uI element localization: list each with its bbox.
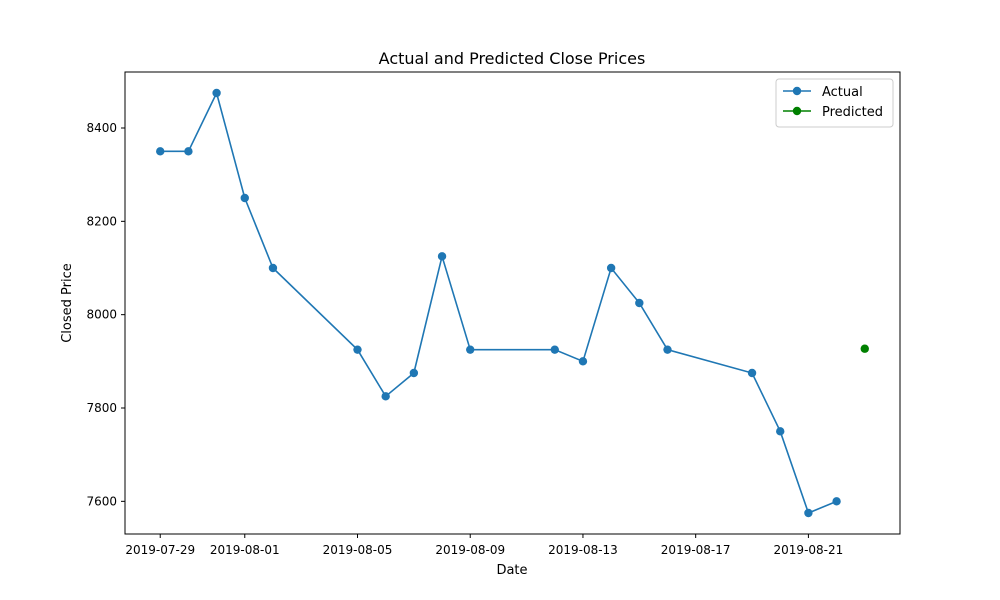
y-tick-label: 7800 — [86, 401, 117, 415]
data-point-actual — [466, 345, 475, 354]
data-point-actual — [184, 147, 193, 156]
data-point-actual — [268, 263, 278, 273]
series-predicted — [860, 344, 869, 353]
y-tick-label: 8200 — [86, 214, 117, 228]
data-point-actual — [353, 345, 362, 354]
data-point-actual — [550, 345, 559, 354]
y-tick-label: 8400 — [86, 121, 117, 135]
chart-title: Actual and Predicted Close Prices — [379, 49, 646, 68]
data-point-actual — [240, 193, 249, 203]
data-point-actual — [381, 392, 390, 401]
data-point-actual — [606, 263, 616, 273]
series-line-actual — [160, 90, 837, 515]
y-tick-label: 8000 — [86, 308, 117, 322]
data-point-actual — [663, 345, 672, 354]
data-point-predicted — [860, 344, 869, 353]
x-tick-label: 2019-08-01 — [210, 543, 280, 557]
data-point-actual — [747, 368, 757, 378]
y-tick-label: 7600 — [86, 494, 117, 508]
legend: Actual Predicted — [775, 78, 894, 128]
x-tick-label: 2019-08-17 — [661, 543, 731, 557]
data-point-actual — [804, 508, 813, 518]
data-point-actual — [212, 88, 221, 98]
x-tick-label: 2019-08-21 — [774, 543, 844, 557]
plot-area — [156, 88, 869, 518]
y-axis: 7600 7800 8000 8200 8400 — [86, 121, 125, 508]
data-point-actual — [635, 298, 644, 308]
x-tick-label: 2019-07-29 — [125, 543, 195, 557]
x-tick-label: 2019-08-05 — [323, 543, 393, 557]
legend-label-predicted: Predicted — [822, 105, 883, 120]
data-point-actual — [832, 497, 841, 506]
x-axis: 2019-07-29 2019-08-01 2019-08-05 2019-08-09… — [125, 534, 843, 557]
data-point-actual — [776, 427, 785, 436]
legend-marker-predicted — [792, 106, 802, 116]
plot-frame — [124, 71, 901, 535]
x-tick-label: 2019-08-13 — [548, 543, 618, 557]
data-point-actual — [578, 357, 588, 366]
x-tick-label: 2019-08-09 — [435, 543, 505, 557]
series-actual — [156, 88, 841, 518]
data-point-actual — [156, 147, 165, 156]
x-axis-label: Date — [496, 563, 527, 578]
legend-label-actual: Actual — [822, 85, 863, 100]
data-point-actual — [409, 368, 419, 378]
y-axis-label: Closed Price — [60, 263, 75, 343]
legend-marker-actual — [792, 86, 802, 96]
data-point-actual — [437, 252, 447, 261]
